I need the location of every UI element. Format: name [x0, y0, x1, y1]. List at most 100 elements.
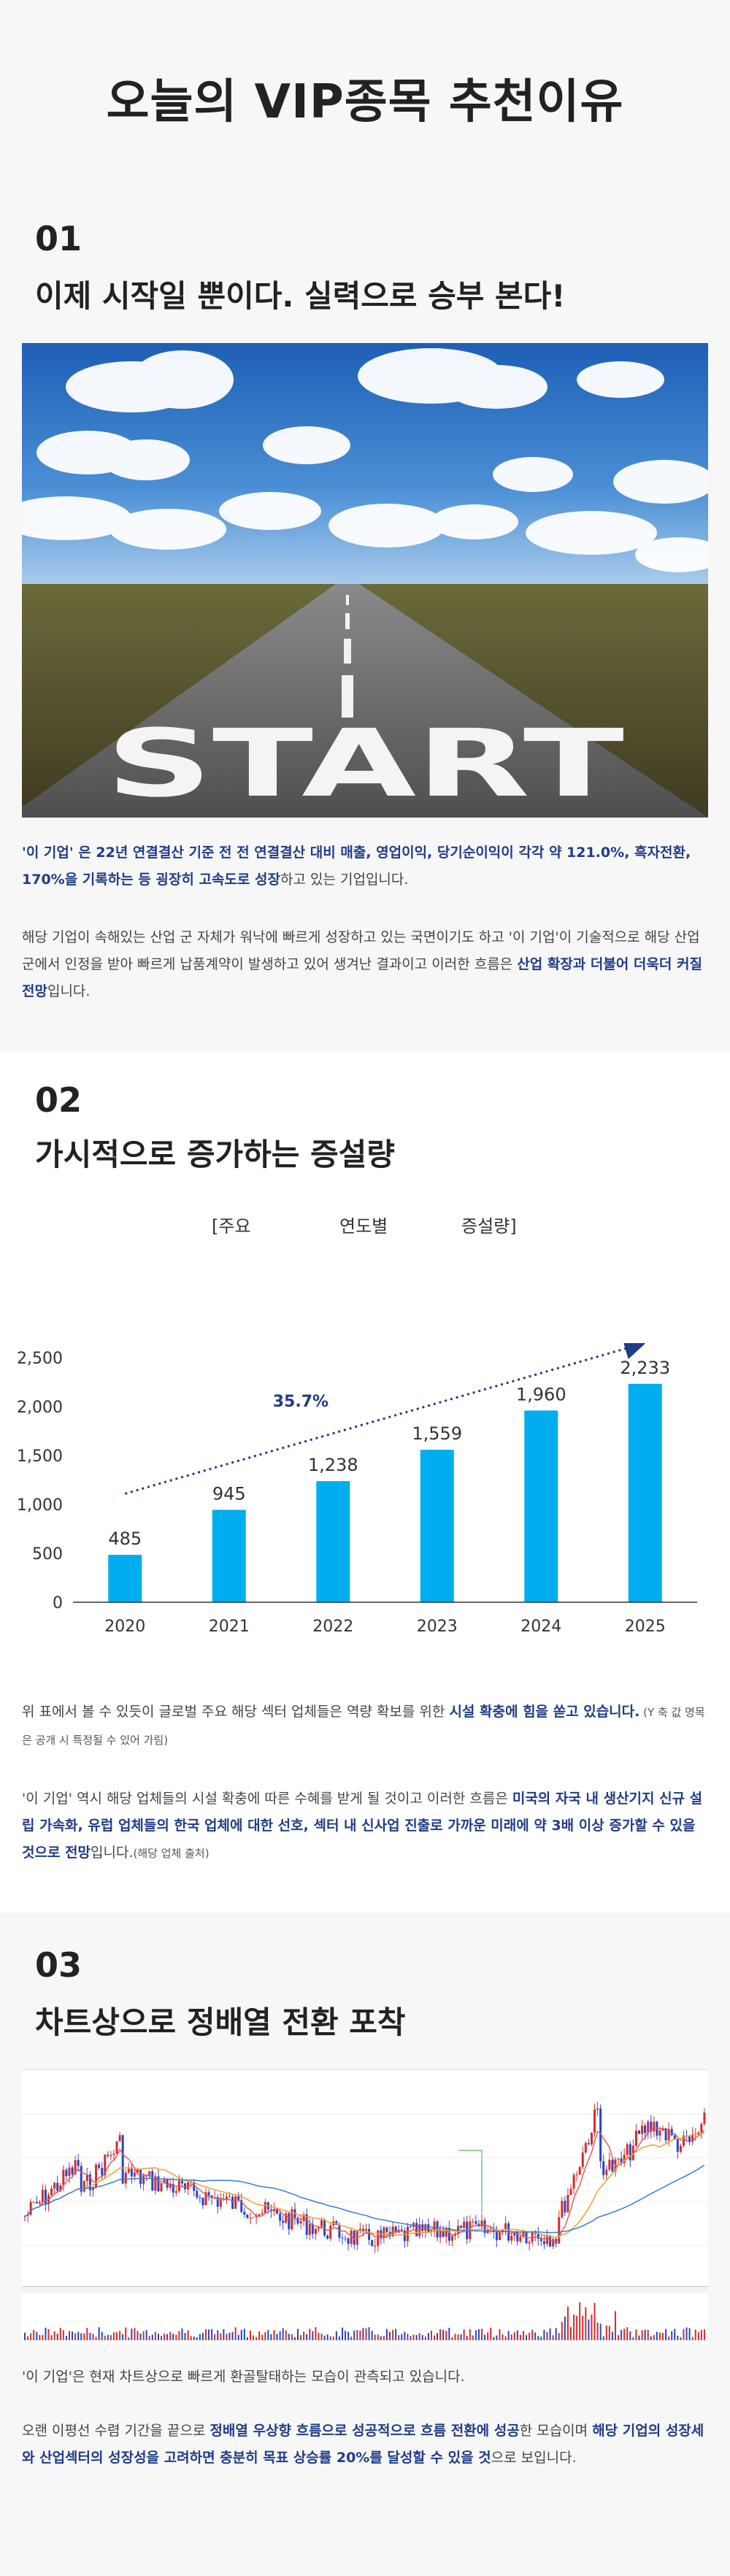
volume-bar	[362, 2328, 364, 2340]
volume-bar	[404, 2331, 406, 2340]
section2-highlight-forecast: 미국의 자국 내 생산기지 신규 설립 가속화, 유럽 업체들의 한국 업체에 …	[22, 1791, 703, 1861]
candle	[596, 2108, 599, 2110]
candle	[644, 2126, 647, 2134]
candle	[95, 2164, 98, 2188]
candle	[77, 2160, 80, 2166]
volume-bar	[691, 2337, 694, 2340]
candle	[347, 2238, 350, 2244]
volume-bar	[662, 2333, 664, 2340]
candle	[201, 2197, 204, 2206]
volume-bar	[151, 2334, 153, 2340]
volume-bar	[312, 2331, 314, 2340]
volume-bar	[700, 2330, 702, 2340]
candle	[552, 2239, 555, 2247]
candle	[661, 2128, 664, 2131]
volume-bar	[249, 2330, 251, 2340]
volume-bar	[30, 2333, 32, 2340]
volume-bar	[276, 2334, 278, 2340]
volume-bar	[181, 2328, 183, 2340]
volume-bar	[688, 2328, 691, 2340]
candle	[148, 2171, 151, 2177]
volume-bar	[293, 2337, 296, 2340]
volume-bar	[474, 2330, 477, 2340]
candle	[261, 2212, 264, 2215]
section2-p1-note: (Y 축 값 명목은 공개 시 특정될 수 있어 가림)	[22, 1706, 705, 1747]
volume-bar	[282, 2328, 284, 2340]
candle	[80, 2166, 82, 2192]
volume-bar	[27, 2336, 29, 2340]
candle	[338, 2224, 341, 2238]
volume-bar	[665, 2329, 667, 2340]
volume-bar	[516, 2330, 518, 2340]
candle	[516, 2232, 519, 2242]
volume-bar	[365, 2328, 367, 2340]
candle	[276, 2209, 279, 2214]
volume-bar	[300, 2335, 302, 2340]
volume-bar	[356, 2330, 358, 2340]
volume-bar	[454, 2334, 456, 2340]
volume-bar	[62, 2330, 64, 2340]
section1-highlight-growth: '이 기업' 은 22년 연결결산 기준 전 전 연결결산 대비 매출, 영업이…	[22, 845, 691, 888]
volume-bar	[110, 2334, 112, 2340]
x-tick-label: 2023	[417, 1618, 458, 1636]
volume-bar	[223, 2329, 225, 2340]
volume-bar	[427, 2333, 429, 2340]
volume-bar	[50, 2335, 53, 2340]
volume-bar	[74, 2333, 77, 2340]
candle	[130, 2169, 133, 2177]
volume-bar	[395, 2329, 397, 2340]
section3-p2-mid: 한 모습이며	[519, 2423, 593, 2439]
section2-title: 가시적으로 증가하는 증설량	[35, 1137, 395, 1172]
volume-bar	[451, 2337, 453, 2340]
volume-bar	[602, 2336, 604, 2340]
volume-bar	[261, 2334, 264, 2340]
bar-2020	[108, 1555, 142, 1602]
candle	[492, 2228, 495, 2232]
volume-bar	[680, 2337, 682, 2340]
volume-bar	[460, 2334, 462, 2340]
candle	[608, 2159, 611, 2170]
candle	[590, 2132, 593, 2145]
candle	[62, 2169, 65, 2185]
candle	[638, 2130, 640, 2134]
y-axis: 0 500 1,000 1,500 2,000 2,500	[17, 1350, 63, 1612]
volume-bar	[24, 2332, 26, 2340]
volume-bar	[347, 2331, 350, 2340]
volume-bar	[95, 2337, 97, 2340]
volume-bar	[510, 2334, 512, 2340]
volume-bar	[629, 2331, 631, 2340]
candle	[228, 2196, 231, 2198]
volume-bar	[529, 2332, 531, 2340]
volume-bar	[576, 2315, 578, 2340]
volume-bar	[204, 2329, 207, 2340]
candle	[691, 2134, 694, 2142]
x-tick-label: 2022	[312, 1618, 353, 1636]
volume-bar	[47, 2329, 50, 2340]
candle	[252, 2217, 255, 2218]
section3-number: 03	[35, 1945, 82, 1985]
volume-bar	[605, 2325, 607, 2340]
x-tick-label: 2021	[209, 1618, 250, 1636]
volume-bar	[685, 2327, 688, 2340]
candle	[504, 2223, 507, 2230]
candle	[107, 2154, 110, 2156]
volume-bar	[424, 2336, 426, 2340]
section1-p1-rest: 하고 있는 기업입니다.	[280, 872, 409, 888]
volume-bar	[611, 2331, 613, 2340]
volume-bar	[499, 2329, 501, 2340]
bar-value-label: 2,233	[620, 1358, 670, 1378]
volume-bar	[463, 2329, 465, 2340]
candle	[394, 2226, 397, 2233]
volume-bar	[558, 2333, 560, 2340]
section3-highlight-target: 해당 기업의 성장세와 산업섹터의 성장성을 고려하면 충분히 목표 상승률 2…	[22, 2423, 704, 2466]
candle	[180, 2180, 183, 2184]
candle	[670, 2129, 673, 2136]
candle	[353, 2230, 356, 2245]
candle	[647, 2121, 650, 2134]
volume-bar	[166, 2334, 169, 2340]
volume-bar	[626, 2327, 629, 2340]
section1-p2-end: 입니다.	[47, 983, 91, 999]
candle	[507, 2223, 510, 2241]
volume-bar	[226, 2334, 228, 2340]
volume-bar	[647, 2329, 649, 2340]
